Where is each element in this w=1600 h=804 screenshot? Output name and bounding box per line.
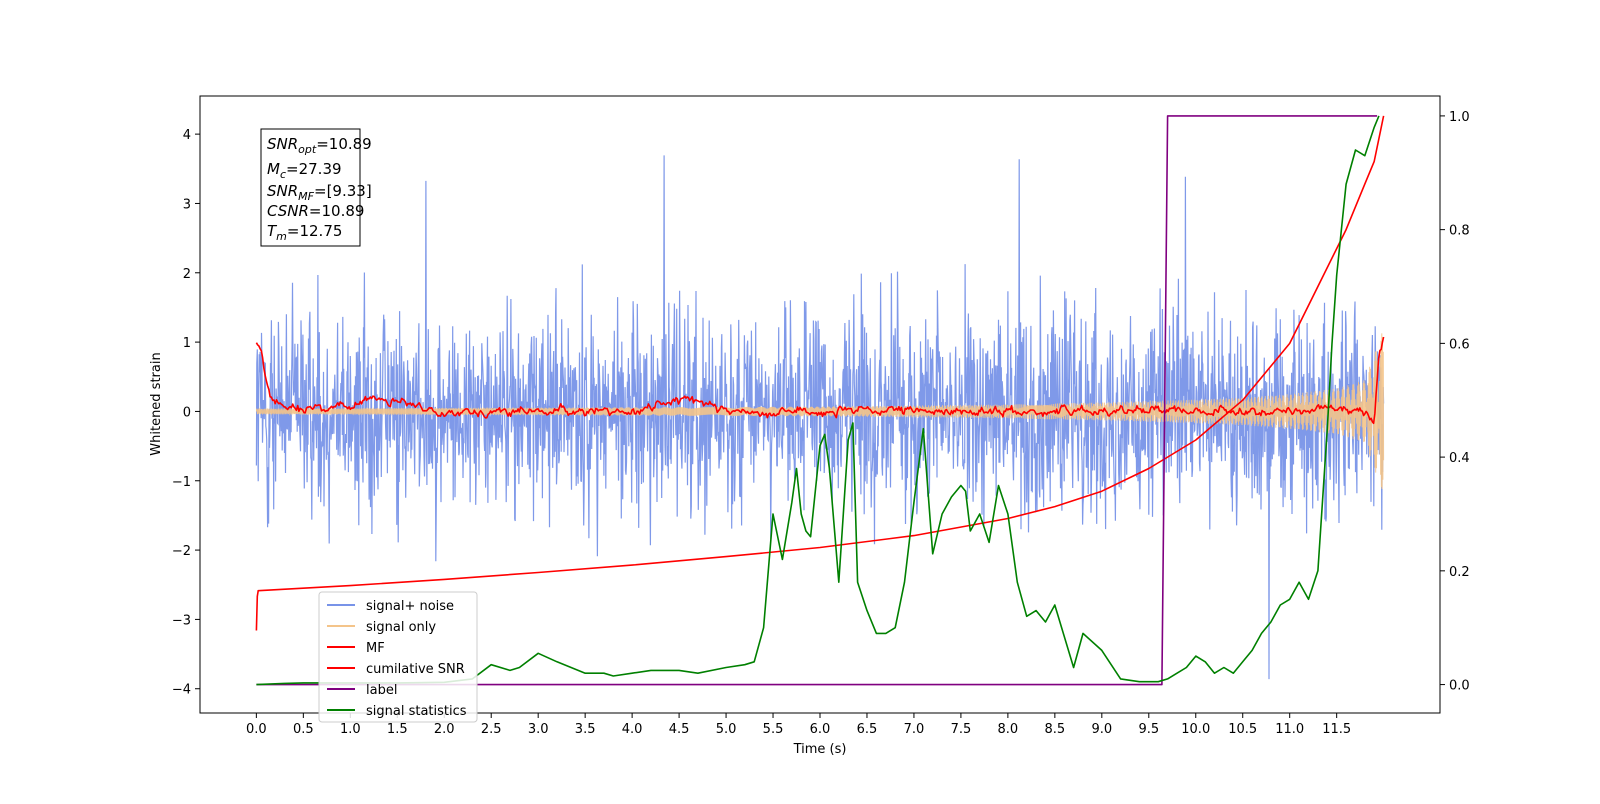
series-signal-statistics [256, 115, 1380, 686]
legend-label: label [366, 683, 397, 698]
x-tick-label: 7.0 [904, 722, 925, 737]
y-tick-label: −3 [172, 613, 191, 628]
stat-snr-opt: SNRopt=10.89 [267, 135, 372, 156]
legend-label: MF [366, 641, 385, 656]
x-tick-label: 2.5 [481, 722, 502, 737]
x-tick-label: 7.5 [951, 722, 972, 737]
x-tick-label: 10.0 [1181, 722, 1210, 737]
y2-tick-label: 1.0 [1449, 110, 1470, 125]
x-tick-label: 3.5 [575, 722, 596, 737]
plot-area [255, 115, 1385, 686]
y-tick-label: 1 [183, 336, 191, 351]
legend-label: signal+ noise [366, 599, 454, 614]
y-axis-right: 1.0 0.8 0.6 0.4 0.2 0.0 [1440, 110, 1470, 694]
y2-tick-label: 0.6 [1449, 337, 1470, 352]
y-tick-label: −2 [172, 544, 191, 559]
stats-box: SNRopt=10.89 Mc=27.39 SNRMF=[9.33] CSNR=… [260, 128, 372, 247]
x-axis-label: Time (s) [793, 742, 847, 757]
y-tick-label: −1 [172, 475, 191, 490]
y2-tick-label: 0.4 [1449, 451, 1470, 466]
x-tick-label: 2.0 [434, 722, 455, 737]
legend-frame [318, 591, 478, 723]
legend-label: cumilative SNR [366, 662, 465, 677]
x-tick-label: 0.0 [246, 722, 267, 737]
y-tick-label: 2 [183, 267, 191, 282]
y2-tick-label: 0.0 [1449, 679, 1470, 694]
legend-label: signal only [366, 620, 436, 635]
x-tick-label: 6.5 [857, 722, 878, 737]
x-tick-label: 8.0 [998, 722, 1019, 737]
stat-tm: Tm=12.75 [267, 222, 342, 243]
x-tick-label: 5.0 [716, 722, 737, 737]
x-tick-label: 8.5 [1045, 722, 1066, 737]
stat-csnr: CSNR=10.89 [267, 202, 364, 220]
x-tick-label: 1.5 [387, 722, 408, 737]
y2-tick-label: 0.2 [1449, 565, 1470, 580]
y2-tick-label: 0.8 [1449, 224, 1470, 239]
series-cumulative-snr [255, 115, 1385, 631]
x-tick-label: 4.5 [669, 722, 690, 737]
series-signal-only [255, 333, 1385, 490]
x-axis: 0.0 0.5 1.0 1.5 2.0 2.5 3.0 3.5 4.0 4.5 5.0 5.5 6.0 6… [246, 713, 1351, 737]
series-label [256, 115, 1378, 686]
x-tick-label: 11.5 [1322, 722, 1351, 737]
x-tick-label: 11.0 [1275, 722, 1304, 737]
y-tick-label: −4 [172, 683, 191, 698]
x-tick-label: 4.0 [622, 722, 643, 737]
y-tick-label: 0 [183, 405, 191, 420]
y-axis-label: Whitened strain [149, 352, 164, 455]
legend: signal+ noise signal only MF cumilative SNR… [318, 591, 478, 723]
x-tick-label: 9.0 [1091, 722, 1112, 737]
stat-snr-mf: SNRMF=[9.33] [267, 182, 372, 203]
x-tick-label: 5.5 [763, 722, 784, 737]
stats-box-frame [260, 128, 361, 247]
x-tick-label: 6.0 [810, 722, 831, 737]
y-tick-label: 4 [183, 128, 191, 143]
y-tick-label: 3 [183, 197, 191, 212]
x-tick-label: 0.5 [293, 722, 314, 737]
x-tick-label: 9.5 [1138, 722, 1159, 737]
y-axis-left: 4 3 2 1 0 −1 −2 −3 −4 [172, 128, 200, 698]
legend-label: signal statistics [366, 704, 467, 719]
x-tick-label: 3.0 [528, 722, 549, 737]
series-mf [255, 336, 1385, 425]
x-tick-label: 10.5 [1228, 722, 1257, 737]
x-tick-label: 1.0 [340, 722, 361, 737]
stat-mc: Mc=27.39 [267, 160, 342, 181]
